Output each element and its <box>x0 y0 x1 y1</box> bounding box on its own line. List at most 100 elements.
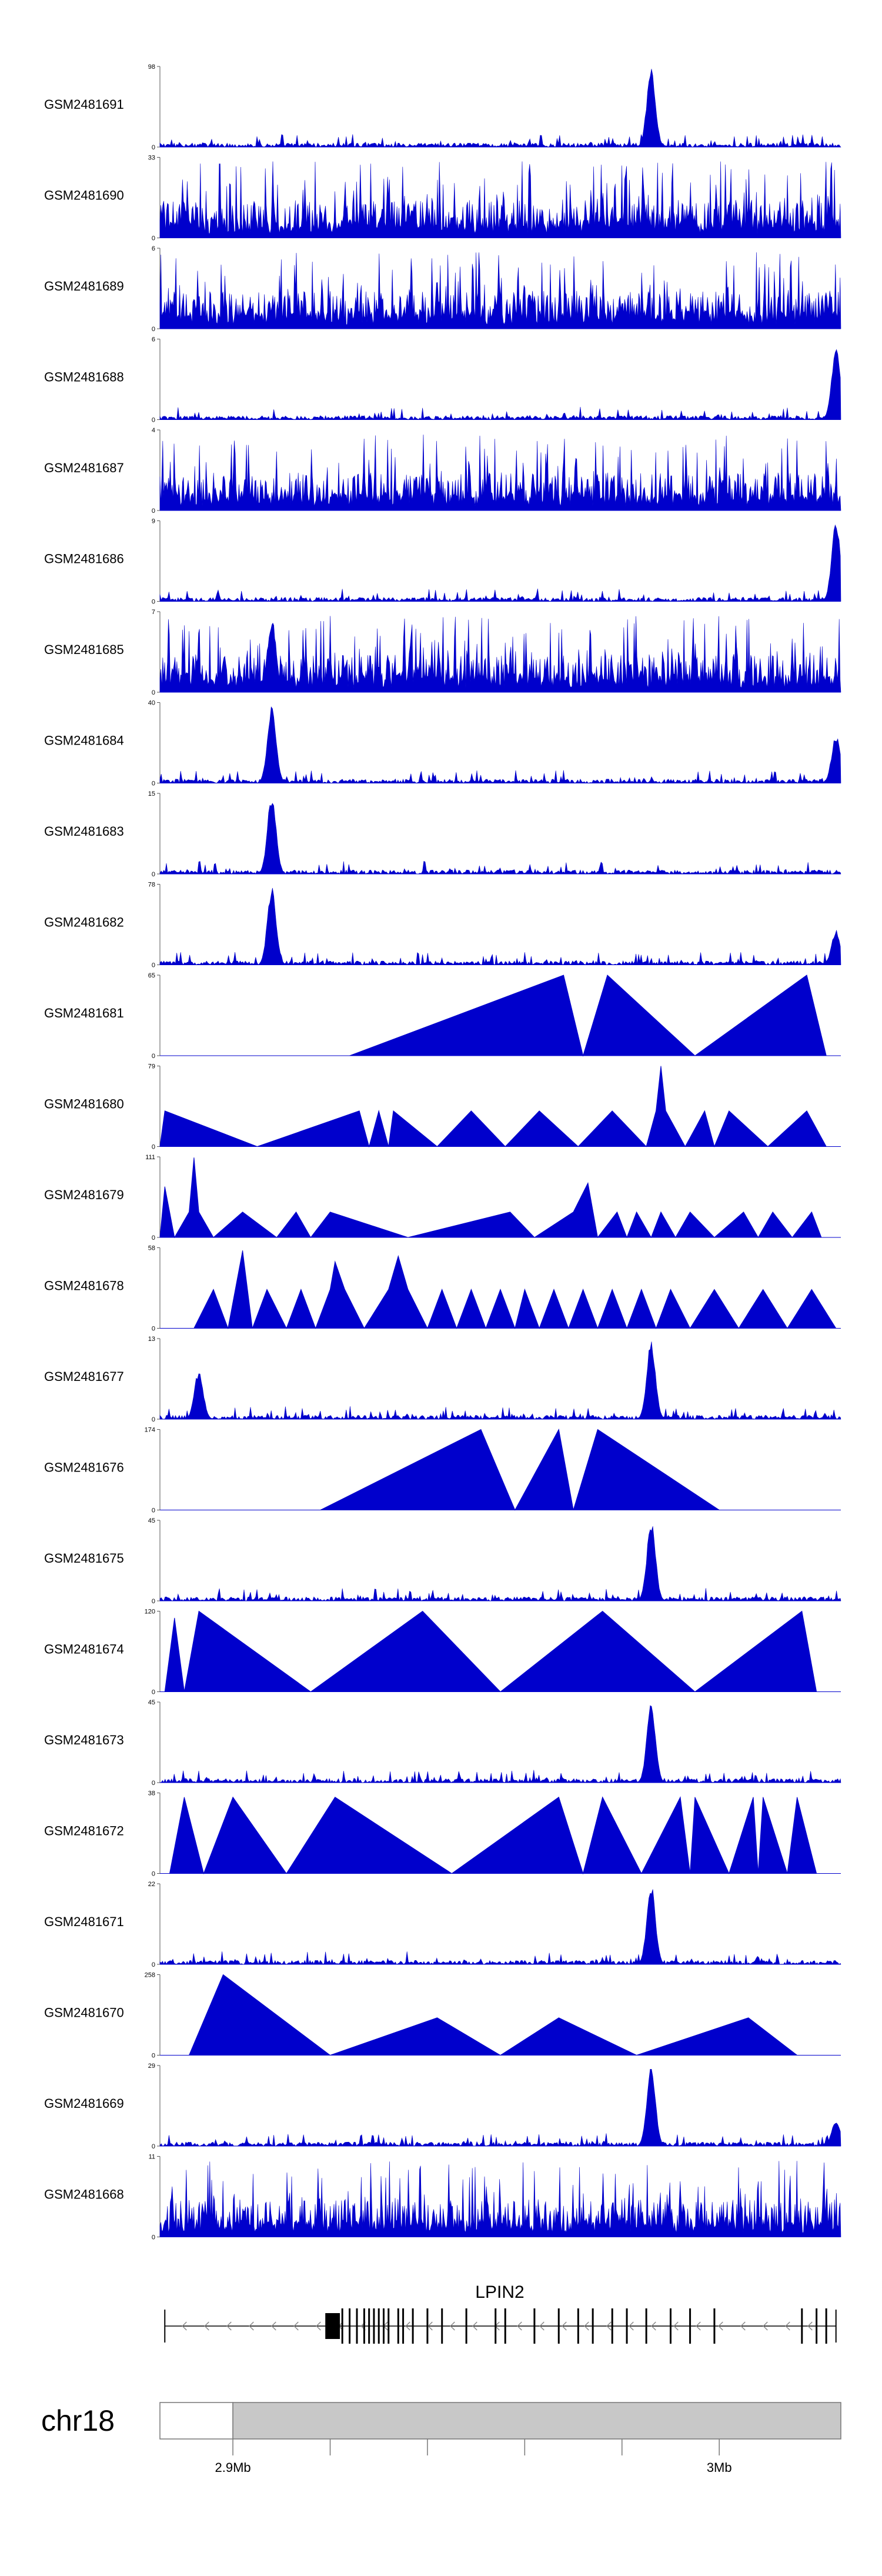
track-label: GSM2481680 <box>44 1097 124 1112</box>
gene-exon <box>577 2308 579 2344</box>
track-label: GSM2481670 <box>44 2006 124 2020</box>
gene-exon <box>611 2308 613 2344</box>
gene-exon <box>382 2308 385 2344</box>
coverage-area <box>159 161 841 238</box>
coverage-area <box>159 1705 841 1783</box>
y-max-label: 258 <box>145 1972 155 1979</box>
track-label: GSM2481671 <box>44 1914 124 1929</box>
y-max-label: 7 <box>152 609 155 616</box>
y-max-label: 11 <box>149 2154 155 2161</box>
y-min-label: 0 <box>152 1144 155 1151</box>
track-gsm2481672: GSM2481672 38 0 <box>44 1790 841 1878</box>
y-max-label: 4 <box>152 427 155 434</box>
track-label: GSM2481676 <box>44 1460 124 1475</box>
track-label: GSM2481679 <box>44 1187 124 1202</box>
y-min-label: 0 <box>152 1871 155 1878</box>
track-gsm2481674: GSM2481674 120 0 <box>44 1609 841 1696</box>
y-min-label: 0 <box>152 871 155 878</box>
axis-tick-label: 3Mb <box>707 2460 732 2475</box>
y-min-label: 0 <box>152 235 155 242</box>
track-label: GSM2481672 <box>44 1824 124 1838</box>
strand-arrow <box>629 2321 634 2331</box>
strand-arrow <box>696 2321 701 2331</box>
y-max-label: 79 <box>148 1063 155 1070</box>
gene-exon <box>465 2308 467 2344</box>
y-min-label: 0 <box>152 508 155 515</box>
strand-arrow <box>562 2321 567 2331</box>
strand-arrow <box>740 2321 746 2331</box>
y-min-label: 0 <box>152 2053 155 2060</box>
gene-exon <box>825 2308 827 2344</box>
y-max-label: 45 <box>148 1517 155 1524</box>
track-gsm2481676: GSM2481676 174 0 <box>44 1427 841 1514</box>
track-label: GSM2481687 <box>44 461 124 475</box>
y-max-label: 120 <box>145 1609 155 1616</box>
gene-exon <box>387 2308 390 2344</box>
y-min-label: 0 <box>152 599 155 606</box>
track-label: GSM2481668 <box>44 2187 124 2202</box>
strand-arrow <box>807 2321 813 2331</box>
y-max-label: 174 <box>145 1427 155 1434</box>
strand-arrow <box>673 2321 679 2331</box>
gene-utr-block <box>325 2313 340 2339</box>
coverage-area <box>159 1157 822 1239</box>
gene-exon <box>592 2308 594 2344</box>
strand-arrow <box>271 2321 276 2331</box>
y-min-label: 0 <box>152 1780 155 1787</box>
gene-exon <box>557 2308 560 2344</box>
gene-exon <box>373 2308 375 2344</box>
track-gsm2481690: GSM2481690 33 0 <box>44 155 841 242</box>
track-gsm2481668: GSM2481668 11 0 <box>44 2154 841 2241</box>
y-max-label: 13 <box>148 1336 155 1343</box>
track-gsm2481679: GSM2481679 111 0 <box>44 1154 841 1242</box>
track-gsm2481687: GSM2481687 4 0 <box>44 427 841 515</box>
chromosome-label: chr18 <box>41 2404 115 2437</box>
ideogram-band <box>232 2402 841 2440</box>
y-max-label: 29 <box>148 2063 155 2070</box>
strand-arrow <box>651 2321 656 2331</box>
strand-arrow <box>785 2321 790 2331</box>
strand-arrow <box>472 2321 477 2331</box>
gene-exon <box>377 2308 380 2344</box>
gene-exon <box>426 2308 429 2344</box>
track-label: GSM2481673 <box>44 1733 124 1747</box>
y-min-label: 0 <box>152 144 155 151</box>
y-min-label: 0 <box>152 326 155 333</box>
y-min-label: 0 <box>152 1689 155 1696</box>
coverage-area <box>159 803 841 875</box>
track-gsm2481685: GSM2481685 7 0 <box>44 609 841 696</box>
y-min-label: 0 <box>152 1416 155 1423</box>
coverage-area <box>169 1796 817 1875</box>
coverage-area <box>159 1526 841 1601</box>
y-max-label: 22 <box>148 1881 155 1888</box>
track-label: GSM2481684 <box>44 733 124 748</box>
track-gsm2481669: GSM2481669 29 0 <box>44 2063 841 2150</box>
track-label: GSM2481678 <box>44 1279 124 1293</box>
track-gsm2481675: GSM2481675 45 0 <box>44 1517 841 1605</box>
coverage-area <box>159 1342 841 1420</box>
gene-exon <box>363 2308 365 2344</box>
y-max-label: 15 <box>148 790 155 798</box>
y-min-label: 0 <box>152 780 155 788</box>
strand-arrow <box>606 2321 612 2331</box>
chromosome-axis: chr18 2.9Mb 3Mb <box>41 2402 841 2475</box>
strand-arrow <box>204 2321 209 2331</box>
gene-exon <box>397 2308 399 2344</box>
y-min-label: 0 <box>152 2234 155 2241</box>
gene-exon <box>402 2308 405 2344</box>
strand-arrow <box>539 2321 544 2331</box>
gene-exon <box>356 2308 358 2344</box>
coverage-area <box>320 1429 720 1511</box>
track-label: GSM2481682 <box>44 915 124 930</box>
track-gsm2481671: GSM2481671 22 0 <box>44 1881 841 1968</box>
gene-exon <box>816 2308 818 2344</box>
coverage-area <box>159 349 841 421</box>
gene-exon <box>441 2308 443 2344</box>
coverage-area <box>159 524 841 602</box>
y-min-label: 0 <box>152 689 155 696</box>
track-label: GSM2481677 <box>44 1369 124 1384</box>
axis-tick-label: 2.9Mb <box>215 2460 250 2475</box>
gene-track: LPIN2 <box>164 2283 837 2344</box>
gene-exon <box>626 2308 628 2344</box>
